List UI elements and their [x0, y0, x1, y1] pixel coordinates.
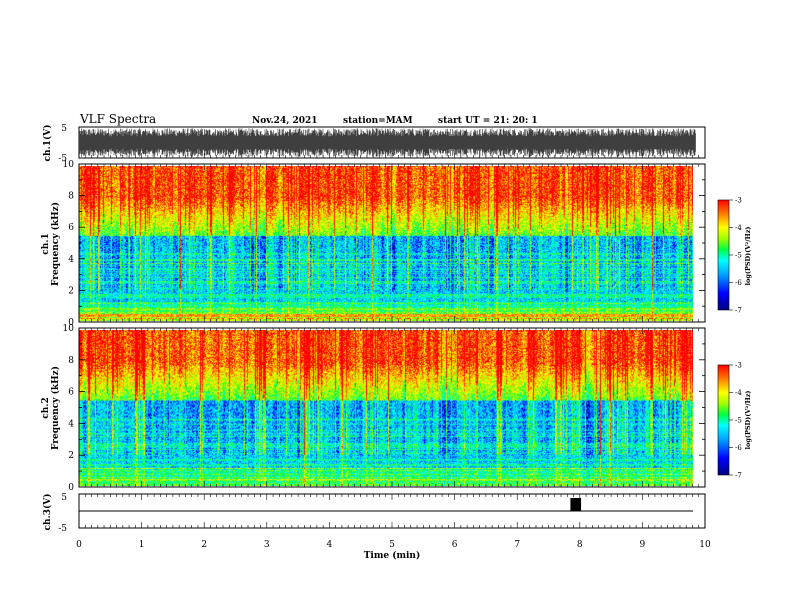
- figure-title: VLF Spectra: [79, 112, 156, 126]
- freq-tick-label: 10: [63, 160, 75, 170]
- freq-tick-label: 6: [68, 388, 74, 398]
- time-tick-label: 2: [201, 540, 207, 550]
- time-tick-label: 9: [640, 540, 646, 550]
- freq-tick-label: 8: [68, 192, 74, 202]
- ch1-colorbar-label: log(PSD)(V²/Hz): [744, 227, 752, 286]
- colorbar-tick-label: -3: [735, 362, 742, 370]
- date-label: Nov.24, 2021: [252, 116, 318, 126]
- ch2-colorbar-label: log(PSD)(V²/Hz): [744, 391, 752, 450]
- ch1-waveform-line: [79, 128, 696, 157]
- freq-tick-label: 4: [68, 419, 74, 429]
- time-tick-label: 7: [514, 540, 520, 550]
- time-tick-label: 4: [327, 540, 333, 550]
- ch1-waveform-ylabel: ch.1(V): [42, 125, 53, 162]
- colorbar-tick-label: -3: [735, 197, 742, 205]
- ch1-waveform-trace: [79, 128, 696, 157]
- ch3-ytick-top: 5: [61, 493, 67, 503]
- freq-tick-label: 2: [68, 451, 74, 461]
- freq-tick-label: 0: [68, 318, 74, 328]
- ch1-colorbar-gradient: [717, 199, 730, 311]
- ch1-spectrogram-ticks: 0 2 4 6 8 10: [63, 160, 706, 328]
- ch1-waveform-panel: 5 -5 ch.1(V): [42, 124, 706, 164]
- time-tick-label: 3: [264, 540, 270, 550]
- freq-tick-label: 0: [68, 483, 74, 493]
- ch2-spectrogram-chlabel: ch.2: [41, 397, 51, 418]
- freq-tick-label: 8: [68, 356, 74, 366]
- ch2-colorbar: -3 -4 -5 -6 -7 log(PSD)(V²/Hz): [717, 362, 752, 480]
- ch2-colorbar-gradient: [717, 364, 730, 476]
- time-axis: 0 1 2 3 4 5 6 7 8 9 10: [76, 540, 711, 550]
- colorbar-tick-label: -5: [735, 417, 742, 425]
- time-tick-label: 0: [76, 540, 82, 550]
- freq-tick-label: 6: [68, 223, 74, 233]
- ch3-ytick-bottom: -5: [58, 524, 67, 534]
- ch2-spectrogram-panel: 0 2 4 6 8 10 ch.2 Frequency (kHz): [41, 324, 706, 493]
- ch1-ytick-top: 5: [61, 124, 67, 134]
- colorbar-tick-label: -5: [735, 252, 742, 260]
- ch3-waveform-ylabel: ch.3(V): [42, 494, 53, 531]
- ch3-pulse: [570, 498, 582, 511]
- ch3-ticks: [78, 494, 706, 528]
- colorbar-tick-label: -4: [735, 389, 742, 397]
- time-tick-label: 10: [699, 540, 711, 550]
- freq-tick-label: 2: [68, 286, 74, 296]
- colorbar-tick-label: -6: [735, 444, 742, 452]
- ch1-spectrogram-panel: 0 2 4 6 8 10 ch.1 Frequency (kHz): [41, 160, 706, 328]
- time-tick-label: 6: [452, 540, 458, 550]
- ch1-ytick-bottom: -5: [58, 154, 67, 164]
- colorbar-tick-label: -7: [735, 307, 742, 315]
- colorbar-tick-label: -7: [735, 472, 742, 480]
- freq-tick-label: 4: [68, 255, 74, 265]
- time-axis-label: Time (min): [364, 550, 421, 561]
- colorbar-tick-label: -4: [735, 224, 742, 232]
- ch1-colorbar: -3 -4 -5 -6 -7 log(PSD)(V²/Hz): [717, 197, 752, 315]
- ch3-waveform-panel: 5 -5 ch.3(V): [42, 493, 706, 534]
- ch1-spectrogram-ylabel: Frequency (kHz): [50, 202, 61, 286]
- ch2-spectrogram-ylabel: Frequency (kHz): [50, 366, 61, 450]
- freq-tick-label: 10: [63, 324, 75, 334]
- start-time-label: start UT = 21: 20: 1: [438, 116, 538, 126]
- ch1-spectrogram-image: [79, 166, 693, 321]
- ch2-spectrogram-image: [79, 330, 693, 486]
- colorbar-tick-label: -6: [735, 279, 742, 287]
- time-tick-label: 5: [389, 540, 395, 550]
- time-tick-label: 1: [139, 540, 145, 550]
- time-tick-label: 8: [577, 540, 583, 550]
- station-label: station=MAM: [343, 116, 413, 126]
- ch2-spectrogram-ticks: 0 2 4 6 8 10: [63, 324, 706, 493]
- ch1-spectrogram-chlabel: ch.1: [41, 233, 51, 254]
